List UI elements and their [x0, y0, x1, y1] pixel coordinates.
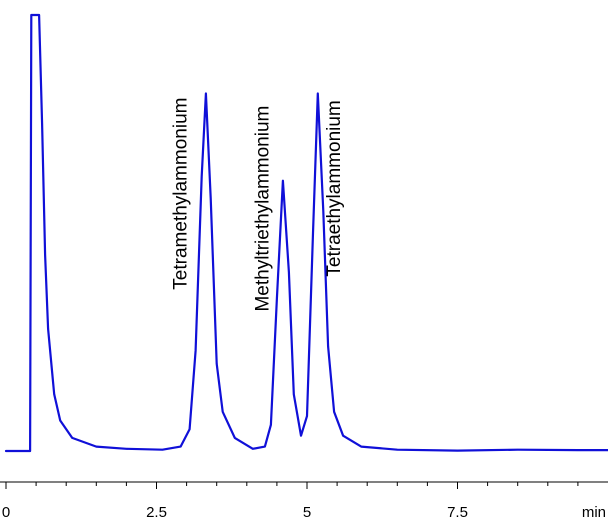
- peak-label: Methyltriethylammonium: [252, 106, 273, 312]
- peak-labels: Tetramethylammonium Methyltriethylammoniu…: [171, 98, 346, 312]
- peak-label: Tetraethylammonium: [324, 100, 345, 276]
- x-axis: 0 2.5 5 7.5 min: [0, 481, 608, 521]
- chromatogram-trace-group: [4, 13, 608, 453]
- x-tick-label: 5: [303, 504, 311, 521]
- peak-label: Tetramethylammonium: [171, 98, 192, 290]
- x-tick-label: 7.5: [447, 504, 468, 521]
- x-tick-label: 0: [2, 504, 10, 521]
- x-unit-label: min: [582, 504, 606, 521]
- chromatogram-trace: [4, 13, 608, 453]
- x-tick-label: 2.5: [146, 504, 167, 521]
